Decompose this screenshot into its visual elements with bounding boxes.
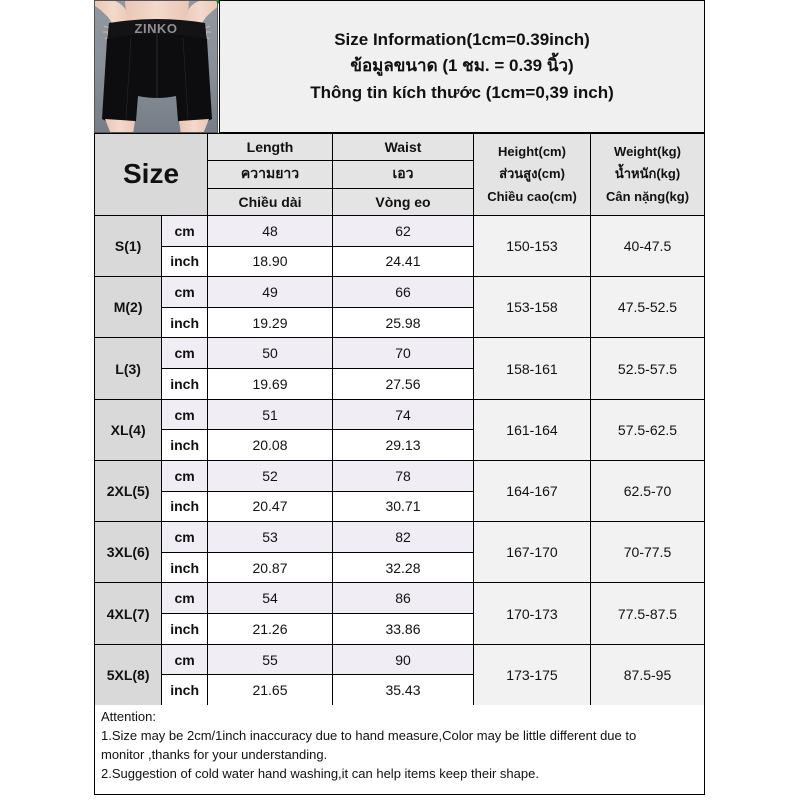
svg-text:ZINKO: ZINKO bbox=[135, 21, 178, 36]
